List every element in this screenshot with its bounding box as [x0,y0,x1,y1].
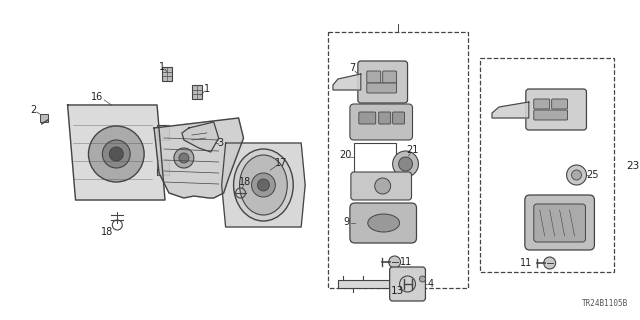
Bar [157,125,169,140]
Bar [480,58,614,272]
FancyBboxPatch shape [552,99,568,109]
Bar [157,160,169,175]
Bar [328,32,468,288]
Circle shape [102,140,130,168]
Polygon shape [333,74,361,90]
Text: 21: 21 [406,145,419,155]
Text: 7: 7 [349,63,355,73]
Text: 4: 4 [428,279,433,289]
Circle shape [566,165,586,185]
FancyBboxPatch shape [359,112,376,124]
Polygon shape [182,122,219,152]
Circle shape [419,276,426,282]
Ellipse shape [239,155,287,215]
Ellipse shape [234,149,293,221]
Text: 16: 16 [92,92,104,102]
Circle shape [388,256,401,268]
Polygon shape [492,102,529,118]
FancyBboxPatch shape [390,267,426,301]
Text: 13: 13 [391,286,404,296]
FancyBboxPatch shape [358,61,408,103]
Text: 3: 3 [218,138,224,148]
Polygon shape [154,118,244,198]
Bar [354,143,396,185]
Circle shape [88,126,144,182]
Text: TR24B1105B: TR24B1105B [582,299,628,308]
Text: 20: 20 [340,150,352,160]
Text: 2: 2 [31,105,37,115]
FancyBboxPatch shape [534,99,550,109]
Text: 17: 17 [275,158,287,168]
FancyBboxPatch shape [534,204,586,242]
Text: 11: 11 [520,258,532,268]
Bar [162,67,172,81]
Bar [192,85,202,99]
Circle shape [544,257,556,269]
Text: 23: 23 [626,161,639,172]
Circle shape [572,170,582,180]
FancyBboxPatch shape [350,104,413,140]
Circle shape [375,178,390,194]
Polygon shape [68,105,165,200]
FancyBboxPatch shape [367,71,381,83]
FancyBboxPatch shape [534,110,568,120]
FancyBboxPatch shape [350,203,417,243]
Circle shape [109,147,124,161]
Circle shape [392,151,419,177]
Circle shape [399,157,413,171]
FancyBboxPatch shape [379,112,390,124]
FancyBboxPatch shape [367,83,397,93]
FancyBboxPatch shape [351,172,412,200]
Text: 18: 18 [101,227,113,237]
Circle shape [179,153,189,163]
Text: 1: 1 [159,62,165,72]
Bar [40,114,48,122]
FancyBboxPatch shape [392,112,404,124]
Text: 11: 11 [401,257,413,267]
Bar [338,280,392,288]
Ellipse shape [368,214,399,232]
Text: 1: 1 [204,84,210,94]
FancyBboxPatch shape [526,89,586,130]
Text: 18: 18 [239,177,252,187]
Text: 25: 25 [586,170,598,180]
Circle shape [174,148,194,168]
Text: 9: 9 [344,217,350,227]
FancyBboxPatch shape [525,195,595,250]
Polygon shape [221,143,305,227]
Circle shape [257,179,269,191]
FancyBboxPatch shape [383,71,397,83]
Circle shape [252,173,275,197]
